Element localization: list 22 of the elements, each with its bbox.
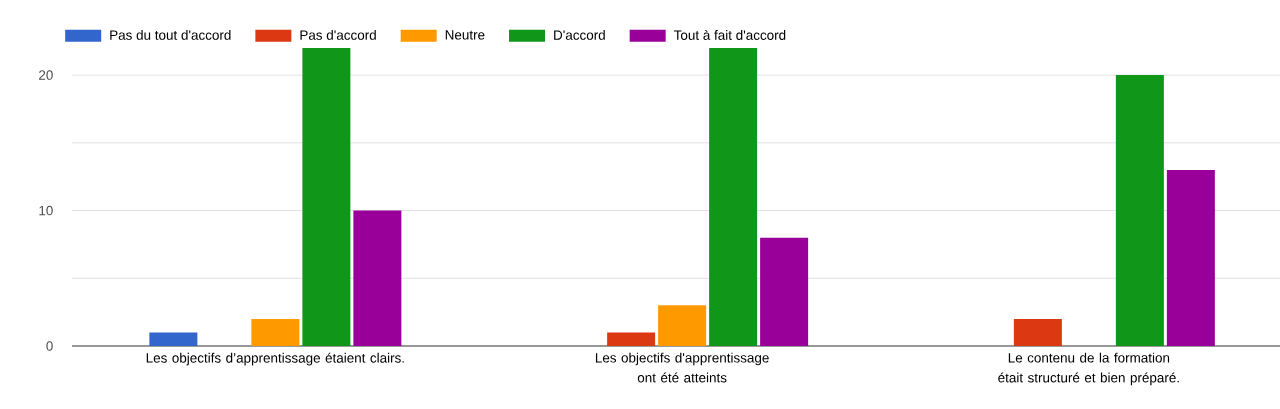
y-tick-label: 20 — [39, 70, 53, 80]
bar — [251, 318, 300, 346]
legend-label: Pas d'accord — [300, 29, 376, 40]
y-tick-label: 10 — [39, 205, 53, 216]
bar — [607, 332, 656, 346]
bar — [760, 237, 809, 346]
legend-label: Tout à fait d'accord — [673, 29, 786, 40]
bar — [709, 48, 758, 346]
x-tick-label: Les objectifs d’apprentissage étaient clairs. — [146, 352, 404, 366]
y-tick-label: 0 — [46, 341, 53, 351]
bar — [1115, 75, 1164, 346]
x-tick-label: Les objectifs d'apprentissage ont été atteints — [595, 352, 769, 383]
bar — [1166, 169, 1215, 346]
bar — [353, 210, 402, 346]
bar — [658, 305, 707, 346]
bar — [149, 332, 198, 346]
bar — [1013, 318, 1062, 346]
legend-label: Neutre — [445, 30, 485, 40]
legend-label: Pas du tout d'accord — [110, 29, 231, 40]
x-tick-label: Le contenu de la formation était structuré et bien préparé. — [998, 352, 1179, 386]
bar — [302, 48, 351, 346]
legend-label: D'accord — [554, 29, 605, 40]
